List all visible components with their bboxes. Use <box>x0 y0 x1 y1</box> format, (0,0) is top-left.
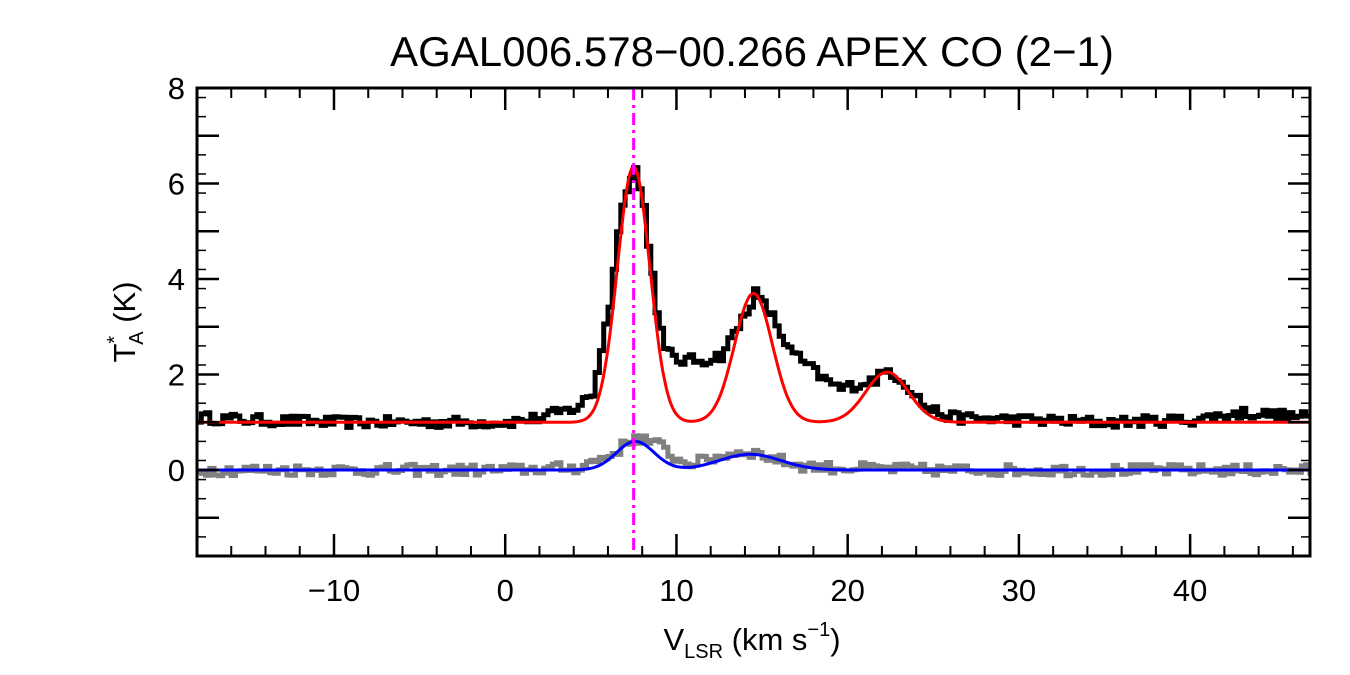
series-red-gaussian-fit <box>197 164 1309 424</box>
plot-area <box>197 88 1310 556</box>
y-axis-label: T*A (K) <box>104 281 148 362</box>
series-blue-gaussian-fit <box>197 439 1309 472</box>
x-tick-label: 0 <box>497 573 514 608</box>
chart-title: AGAL006.578−00.266 APEX CO (2−1) <box>390 28 1114 75</box>
x-tick-label: −10 <box>308 573 361 608</box>
y-tick-label: 6 <box>168 167 185 202</box>
x-tick-label: 30 <box>1002 573 1036 608</box>
x-tick-label: 40 <box>1173 573 1207 608</box>
y-tick-label: 8 <box>168 71 185 106</box>
y-tick-label: 4 <box>168 262 185 297</box>
series-observed-spectrum <box>197 165 1310 430</box>
x-tick-label: 10 <box>659 573 693 608</box>
y-tick-label: 2 <box>168 358 185 393</box>
axis-ticks: −10 0 10 20 30 40 0 2 4 6 8 <box>168 71 1310 608</box>
y-tick-label: 0 <box>168 453 185 488</box>
plot-frame <box>195 86 1312 558</box>
x-axis-label: VLSR (km s−1) <box>663 619 840 663</box>
series-residual-spectrum <box>197 433 1310 479</box>
x-tick-label: 20 <box>830 573 864 608</box>
